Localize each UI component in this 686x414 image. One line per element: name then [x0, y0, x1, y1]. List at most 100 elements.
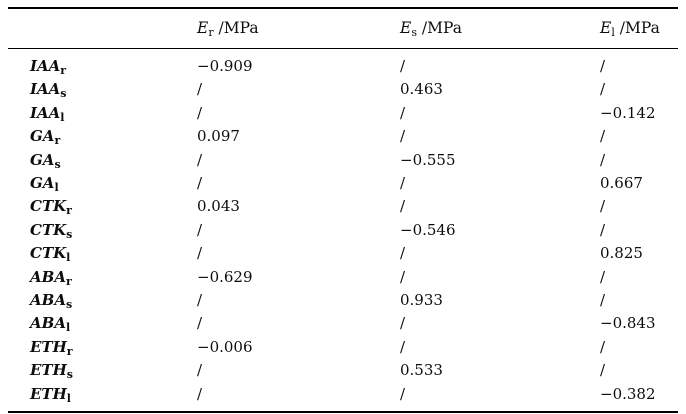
es-symbol: E: [400, 18, 412, 37]
row-label: CTKr: [8, 195, 197, 218]
cell-el: /: [600, 80, 606, 99]
row-label: IAAl: [8, 102, 197, 125]
hormone-name: IAA: [30, 57, 61, 75]
cell-es: /: [400, 127, 406, 146]
cell-es: /: [400, 267, 406, 286]
el-unit: /MPa: [614, 18, 660, 37]
cell-el: −0.382: [600, 384, 656, 403]
hormone-subscript: s: [66, 227, 73, 241]
cell-er: /: [197, 80, 203, 99]
cell-er: /: [197, 361, 203, 380]
cell-er: /: [197, 103, 203, 122]
row-label: ETHl: [8, 383, 197, 411]
cell-el: /: [600, 220, 606, 239]
cell-el: 0.825: [600, 244, 643, 263]
cell-el: 0.667: [600, 174, 643, 193]
header-row: Er /MPa Es /MPa El /MPa: [8, 9, 678, 49]
cell-es: /: [400, 103, 406, 122]
row-label: ETHs: [8, 359, 197, 382]
table-row: CTKs / −0.546/: [8, 219, 678, 242]
row-label: CTKs: [8, 219, 197, 242]
cell-es: /: [400, 197, 406, 216]
cell-er: /: [197, 174, 203, 193]
header-col-es: Es /MPa: [400, 9, 600, 49]
cell-el: /: [600, 197, 606, 216]
cell-er: −0.006: [197, 337, 253, 356]
hormone-name: ABA: [30, 291, 66, 310]
hormone-subscript: s: [66, 368, 73, 382]
row-label: ABAs: [8, 289, 197, 312]
row-label: GAr: [8, 125, 197, 148]
row-label: ETHr: [8, 336, 197, 359]
er-symbol: E: [197, 18, 209, 37]
cell-el: /: [600, 127, 606, 146]
cell-es: 0.533: [400, 361, 443, 380]
table-row: GAl //0.667: [8, 172, 678, 195]
cell-el: /: [600, 267, 606, 286]
hormone-subscript: r: [66, 204, 72, 218]
hormone-name: CTK: [30, 197, 67, 216]
el-symbol: E: [600, 18, 612, 37]
table-row: ABAl / / −0.843: [8, 312, 678, 335]
table-row: ETHr −0.006//: [8, 336, 678, 359]
hormone-subscript: r: [66, 344, 73, 358]
cell-er: /: [197, 291, 203, 310]
cell-es: 0.933: [400, 291, 443, 310]
hormone-name: GA: [30, 174, 55, 193]
cell-es: /: [400, 384, 406, 403]
hormone-name: ABA: [30, 267, 66, 286]
cell-el: /: [600, 291, 606, 310]
el-subscript: l: [611, 25, 615, 39]
cell-er: /: [197, 244, 203, 263]
hormone-subscript: s: [54, 157, 61, 171]
hormone-subscript: s: [60, 87, 67, 101]
cell-er: /: [197, 314, 203, 333]
cell-es: −0.546: [400, 220, 456, 239]
table-row: CTKr 0.043//: [8, 195, 678, 218]
cell-es: 0.463: [400, 80, 443, 99]
hormone-subscript: s: [65, 298, 73, 312]
table-row: IAAl / / −0.142: [8, 102, 678, 125]
hormone-name: GA: [30, 127, 55, 146]
row-label: GAl: [8, 172, 197, 195]
cell-er: /: [197, 150, 203, 169]
hormone-subscript: l: [60, 110, 65, 124]
cell-el: /: [600, 337, 606, 356]
table-row: ETHl / / −0.382: [8, 383, 678, 411]
hormone-name: IAA: [30, 80, 61, 99]
cell-er: /: [197, 220, 203, 239]
hormone-subscript: l: [66, 251, 71, 265]
cell-er: /: [197, 384, 203, 403]
table-row: ETHs/0.533/: [8, 359, 678, 382]
cell-er: 0.043: [197, 197, 240, 216]
er-unit: /MPa: [213, 18, 259, 37]
table-body: IAAr −0.909// IAAs/0.463/IAAl / / −0.142 GAr 0.…: [8, 49, 678, 412]
cell-el: −0.843: [600, 314, 656, 333]
table-row: GAs / −0.555/: [8, 149, 678, 172]
cell-es: /: [400, 337, 406, 356]
table-header: Er /MPa Es /MPa El /MPa: [8, 9, 678, 49]
es-subscript: s: [411, 25, 417, 39]
hormone-name: CTK: [30, 244, 67, 263]
row-label: IAAs: [8, 78, 197, 101]
hormone-name: ABA: [30, 314, 66, 333]
es-unit: /MPa: [416, 18, 462, 37]
cell-el: −0.142: [600, 103, 656, 122]
paper-table-container: Er /MPa Es /MPa El /MPa IAAr −0.909// IAAs…: [8, 7, 678, 414]
cell-es: /: [400, 244, 406, 263]
header-col-er: Er /MPa: [197, 9, 400, 49]
row-label: ABAr: [8, 266, 197, 289]
hormone-name: ETH: [30, 361, 67, 380]
cell-er: 0.097: [197, 127, 240, 146]
hormone-name: CTK: [30, 220, 67, 239]
cell-es: /: [400, 314, 406, 333]
hormone-subscript: l: [54, 181, 59, 195]
cell-es: /: [400, 174, 406, 193]
hormone-name: IAA: [30, 103, 61, 122]
cell-es: −0.555: [400, 150, 456, 169]
hormone-name: ETH: [30, 337, 67, 356]
cell-es: /: [400, 57, 406, 75]
cell-el: /: [600, 361, 606, 380]
table-row: ABAr −0.629//: [8, 266, 678, 289]
row-label: ABAl: [8, 312, 197, 335]
